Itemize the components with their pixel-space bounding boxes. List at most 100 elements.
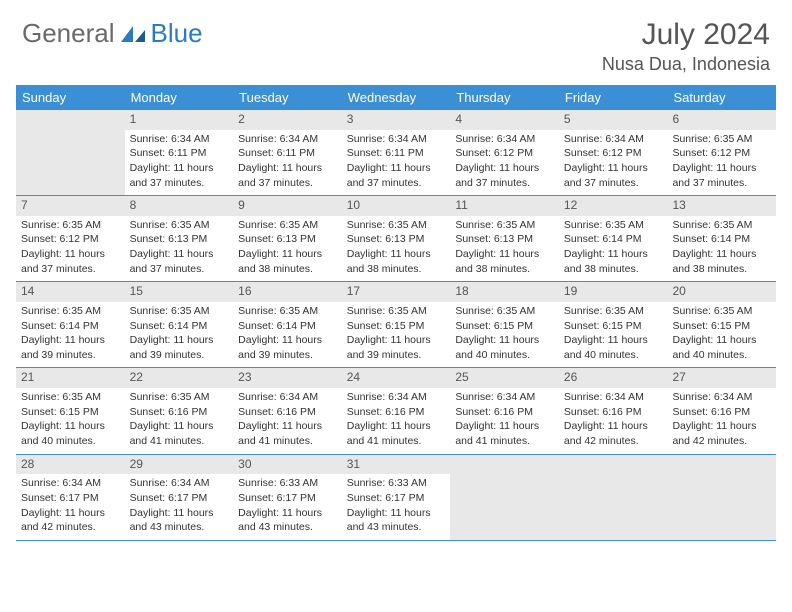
day-sunrise: Sunrise: 6:35 AM xyxy=(455,305,554,319)
day-sunset: Sunset: 6:15 PM xyxy=(672,320,771,334)
day-sunset: Sunset: 6:16 PM xyxy=(347,406,446,420)
day-cell: 2Sunrise: 6:34 AMSunset: 6:11 PMDaylight… xyxy=(233,110,342,195)
day-body: Sunrise: 6:34 AMSunset: 6:16 PMDaylight:… xyxy=(559,388,668,454)
day-day1: Daylight: 11 hours xyxy=(21,420,120,434)
day-day1: Daylight: 11 hours xyxy=(130,334,229,348)
day-sunset: Sunset: 6:16 PM xyxy=(238,406,337,420)
day-sunrise: Sunrise: 6:35 AM xyxy=(455,219,554,233)
day-header-tue: Tuesday xyxy=(233,85,342,110)
day-sunrise: Sunrise: 6:35 AM xyxy=(672,305,771,319)
day-sunset: Sunset: 6:16 PM xyxy=(564,406,663,420)
day-header-thu: Thursday xyxy=(450,85,559,110)
day-sunrise: Sunrise: 6:35 AM xyxy=(130,219,229,233)
day-day1: Daylight: 11 hours xyxy=(130,507,229,521)
day-body: Sunrise: 6:34 AMSunset: 6:16 PMDaylight:… xyxy=(233,388,342,454)
day-cell: 14Sunrise: 6:35 AMSunset: 6:14 PMDayligh… xyxy=(16,282,125,367)
day-cell: 17Sunrise: 6:35 AMSunset: 6:15 PMDayligh… xyxy=(342,282,451,367)
day-day1: Daylight: 11 hours xyxy=(238,248,337,262)
day-cell: 3Sunrise: 6:34 AMSunset: 6:11 PMDaylight… xyxy=(342,110,451,195)
day-body: Sunrise: 6:33 AMSunset: 6:17 PMDaylight:… xyxy=(233,474,342,540)
day-day1: Daylight: 11 hours xyxy=(564,334,663,348)
day-cell: 28Sunrise: 6:34 AMSunset: 6:17 PMDayligh… xyxy=(16,455,125,540)
day-number: 14 xyxy=(16,282,125,302)
day-body: Sunrise: 6:34 AMSunset: 6:12 PMDaylight:… xyxy=(450,130,559,196)
day-sunset: Sunset: 6:17 PM xyxy=(21,492,120,506)
day-body: Sunrise: 6:35 AMSunset: 6:14 PMDaylight:… xyxy=(16,302,125,368)
week-row: 14Sunrise: 6:35 AMSunset: 6:14 PMDayligh… xyxy=(16,282,776,368)
day-number: 21 xyxy=(16,368,125,388)
day-body: Sunrise: 6:35 AMSunset: 6:15 PMDaylight:… xyxy=(342,302,451,368)
day-day2: and 41 minutes. xyxy=(347,435,446,449)
day-sunset: Sunset: 6:14 PM xyxy=(238,320,337,334)
day-number: 15 xyxy=(125,282,234,302)
day-sunrise: Sunrise: 6:34 AM xyxy=(347,133,446,147)
day-day1: Daylight: 11 hours xyxy=(347,507,446,521)
day-day1: Daylight: 11 hours xyxy=(347,334,446,348)
day-sunrise: Sunrise: 6:33 AM xyxy=(238,477,337,491)
day-number: 28 xyxy=(16,455,125,475)
day-number: 27 xyxy=(667,368,776,388)
day-day1: Daylight: 11 hours xyxy=(672,334,771,348)
day-day2: and 40 minutes. xyxy=(564,349,663,363)
day-sunset: Sunset: 6:14 PM xyxy=(672,233,771,247)
day-cell: 26Sunrise: 6:34 AMSunset: 6:16 PMDayligh… xyxy=(559,368,668,453)
day-cell: 24Sunrise: 6:34 AMSunset: 6:16 PMDayligh… xyxy=(342,368,451,453)
day-sunrise: Sunrise: 6:35 AM xyxy=(238,219,337,233)
day-header-row: Sunday Monday Tuesday Wednesday Thursday… xyxy=(16,85,776,110)
week-row: 28Sunrise: 6:34 AMSunset: 6:17 PMDayligh… xyxy=(16,455,776,541)
day-day2: and 41 minutes. xyxy=(455,435,554,449)
day-body: Sunrise: 6:34 AMSunset: 6:17 PMDaylight:… xyxy=(125,474,234,540)
day-body: Sunrise: 6:35 AMSunset: 6:12 PMDaylight:… xyxy=(667,130,776,196)
day-body: Sunrise: 6:34 AMSunset: 6:11 PMDaylight:… xyxy=(125,130,234,196)
day-cell: 23Sunrise: 6:34 AMSunset: 6:16 PMDayligh… xyxy=(233,368,342,453)
day-number: 30 xyxy=(233,455,342,475)
location: Nusa Dua, Indonesia xyxy=(602,54,770,75)
day-sunset: Sunset: 6:12 PM xyxy=(21,233,120,247)
day-sunset: Sunset: 6:16 PM xyxy=(455,406,554,420)
day-day1: Daylight: 11 hours xyxy=(238,334,337,348)
day-sunrise: Sunrise: 6:35 AM xyxy=(564,219,663,233)
day-sunrise: Sunrise: 6:34 AM xyxy=(130,477,229,491)
day-day2: and 40 minutes. xyxy=(672,349,771,363)
day-sunset: Sunset: 6:17 PM xyxy=(347,492,446,506)
day-day2: and 37 minutes. xyxy=(455,177,554,191)
day-sunset: Sunset: 6:15 PM xyxy=(564,320,663,334)
logo-text-general: General xyxy=(22,18,115,49)
day-day1: Daylight: 11 hours xyxy=(130,248,229,262)
day-day1: Daylight: 11 hours xyxy=(238,420,337,434)
day-number: 17 xyxy=(342,282,451,302)
day-body: Sunrise: 6:34 AMSunset: 6:12 PMDaylight:… xyxy=(559,130,668,196)
logo: General Blue xyxy=(22,18,203,49)
day-number: 26 xyxy=(559,368,668,388)
day-body: Sunrise: 6:35 AMSunset: 6:12 PMDaylight:… xyxy=(16,216,125,282)
day-day2: and 38 minutes. xyxy=(238,263,337,277)
day-sunrise: Sunrise: 6:35 AM xyxy=(347,305,446,319)
day-sunrise: Sunrise: 6:34 AM xyxy=(672,391,771,405)
day-number: 29 xyxy=(125,455,234,475)
day-cell: 20Sunrise: 6:35 AMSunset: 6:15 PMDayligh… xyxy=(667,282,776,367)
day-sunset: Sunset: 6:14 PM xyxy=(130,320,229,334)
day-day2: and 43 minutes. xyxy=(238,521,337,535)
day-day2: and 39 minutes. xyxy=(130,349,229,363)
day-sunrise: Sunrise: 6:35 AM xyxy=(672,133,771,147)
day-cell: 8Sunrise: 6:35 AMSunset: 6:13 PMDaylight… xyxy=(125,196,234,281)
day-sunset: Sunset: 6:13 PM xyxy=(238,233,337,247)
day-cell xyxy=(559,455,668,540)
day-sunrise: Sunrise: 6:34 AM xyxy=(238,391,337,405)
day-cell: 13Sunrise: 6:35 AMSunset: 6:14 PMDayligh… xyxy=(667,196,776,281)
day-sunrise: Sunrise: 6:35 AM xyxy=(21,219,120,233)
month-title: July 2024 xyxy=(602,18,770,52)
day-cell: 12Sunrise: 6:35 AMSunset: 6:14 PMDayligh… xyxy=(559,196,668,281)
day-sunset: Sunset: 6:15 PM xyxy=(21,406,120,420)
day-sunrise: Sunrise: 6:35 AM xyxy=(21,305,120,319)
day-day1: Daylight: 11 hours xyxy=(672,248,771,262)
day-day1: Daylight: 11 hours xyxy=(130,162,229,176)
day-sunrise: Sunrise: 6:35 AM xyxy=(564,305,663,319)
day-cell: 10Sunrise: 6:35 AMSunset: 6:13 PMDayligh… xyxy=(342,196,451,281)
day-header-mon: Monday xyxy=(125,85,234,110)
calendar: Sunday Monday Tuesday Wednesday Thursday… xyxy=(16,85,776,541)
day-header-sun: Sunday xyxy=(16,85,125,110)
day-body: Sunrise: 6:35 AMSunset: 6:16 PMDaylight:… xyxy=(125,388,234,454)
day-sunset: Sunset: 6:14 PM xyxy=(564,233,663,247)
day-day1: Daylight: 11 hours xyxy=(347,162,446,176)
